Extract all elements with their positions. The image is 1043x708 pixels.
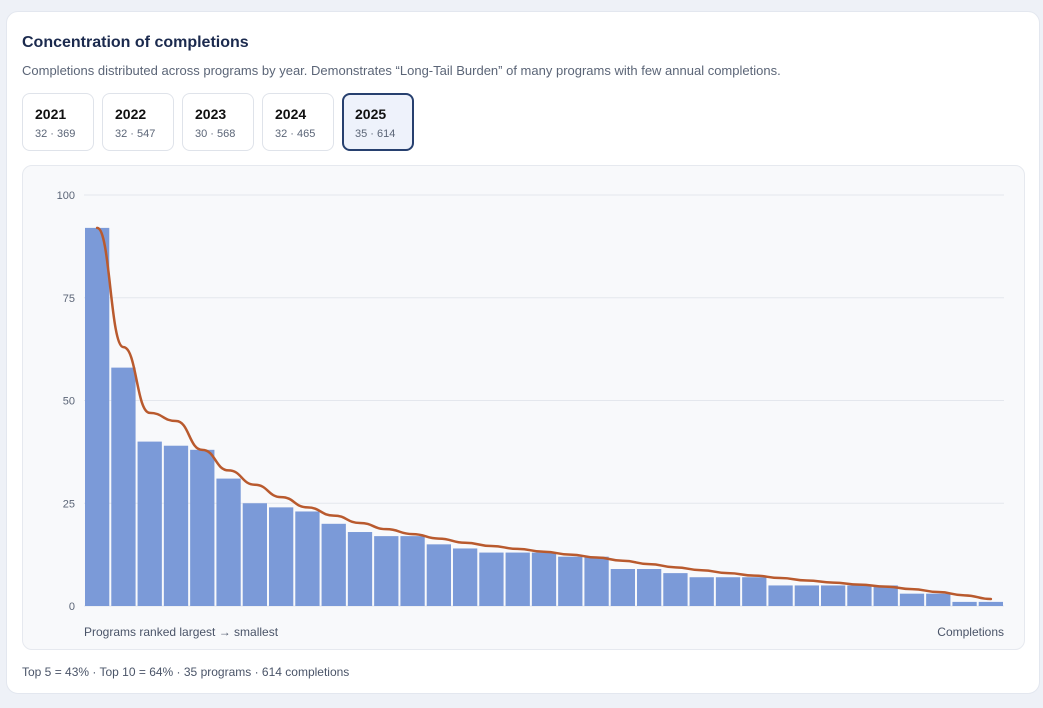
tab-2024[interactable]: 2024 32 · 465 bbox=[262, 93, 334, 151]
trend-line bbox=[95, 226, 993, 601]
bar bbox=[531, 552, 557, 606]
bar bbox=[558, 556, 583, 606]
bar bbox=[610, 569, 635, 606]
chart-card: Concentration of completions Completions… bbox=[6, 11, 1040, 694]
bar bbox=[321, 523, 346, 606]
tab-year: 2024 bbox=[275, 106, 307, 122]
tab-year: 2025 bbox=[355, 106, 387, 122]
tab-2025[interactable]: 2025 35 · 614 bbox=[342, 93, 414, 151]
tab-2021[interactable]: 2021 32 · 369 bbox=[22, 93, 94, 151]
bar bbox=[216, 478, 241, 606]
tab-meta: 32 · 369 bbox=[35, 128, 76, 140]
bar bbox=[426, 544, 451, 606]
summary-footer: Top 5 = 43% · Top 10 = 64% · 35 programs… bbox=[22, 665, 350, 679]
bar bbox=[584, 556, 609, 606]
tab-year: 2022 bbox=[115, 106, 147, 122]
bar bbox=[899, 593, 925, 606]
tab-year: 2021 bbox=[35, 106, 67, 122]
x-axis-label: Programs ranked largest → smallest bbox=[84, 625, 279, 639]
tab-meta: 32 · 547 bbox=[115, 128, 156, 140]
bar bbox=[242, 503, 267, 606]
bar bbox=[794, 585, 819, 606]
tab-2023[interactable]: 2023 30 · 568 bbox=[182, 93, 254, 151]
tab-meta: 35 · 614 bbox=[355, 128, 396, 140]
bar bbox=[111, 367, 136, 606]
bar bbox=[400, 536, 425, 606]
bar bbox=[505, 552, 530, 606]
bar bbox=[347, 532, 373, 606]
bar bbox=[978, 601, 1003, 606]
bar bbox=[847, 585, 872, 606]
bar bbox=[689, 577, 714, 606]
bar bbox=[453, 548, 478, 606]
bar bbox=[821, 585, 846, 606]
bar bbox=[479, 552, 504, 606]
bar bbox=[374, 536, 399, 606]
tab-meta: 32 · 465 bbox=[275, 128, 316, 140]
bar bbox=[952, 601, 977, 606]
bar bbox=[637, 569, 662, 606]
y-axis-label: Completions bbox=[937, 625, 1004, 639]
bar bbox=[926, 593, 951, 606]
bar bbox=[295, 511, 320, 606]
card-subtitle: Completions distributed across programs … bbox=[22, 63, 781, 78]
chart-area: 0 25 50 75 100 Programs ranked largest → smal… bbox=[22, 165, 1025, 650]
y-tick-label: 0 bbox=[69, 601, 75, 613]
bar bbox=[715, 577, 741, 606]
bar bbox=[768, 585, 793, 606]
y-tick-label: 50 bbox=[63, 396, 75, 408]
tab-meta: 30 · 568 bbox=[195, 128, 236, 140]
bar bbox=[873, 585, 898, 606]
bar-chart: 0 25 50 75 100 Programs ranked largest → smal… bbox=[57, 190, 1004, 639]
bar bbox=[742, 577, 767, 606]
bar bbox=[269, 507, 294, 606]
bar bbox=[190, 449, 215, 606]
card-title: Concentration of completions bbox=[22, 34, 249, 51]
bar bbox=[137, 441, 162, 606]
tab-2022[interactable]: 2022 32 · 547 bbox=[102, 93, 174, 151]
y-tick-label: 75 bbox=[63, 293, 75, 305]
tab-year: 2023 bbox=[195, 106, 227, 122]
y-tick-label: 100 bbox=[57, 190, 75, 202]
bar bbox=[663, 573, 688, 606]
bar bbox=[163, 445, 189, 606]
bar bbox=[85, 227, 110, 606]
y-tick-label: 25 bbox=[63, 498, 75, 510]
